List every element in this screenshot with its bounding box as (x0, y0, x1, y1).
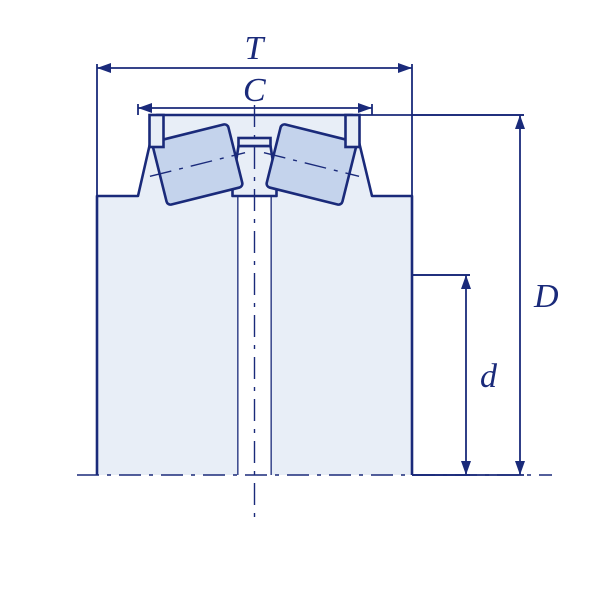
label-C: C (243, 72, 266, 110)
diagram-svg (0, 0, 600, 600)
label-D: D (534, 278, 559, 316)
label-T: T (245, 30, 264, 68)
bearing-diagram: T C D d (0, 0, 600, 600)
label-d: d (480, 358, 497, 396)
